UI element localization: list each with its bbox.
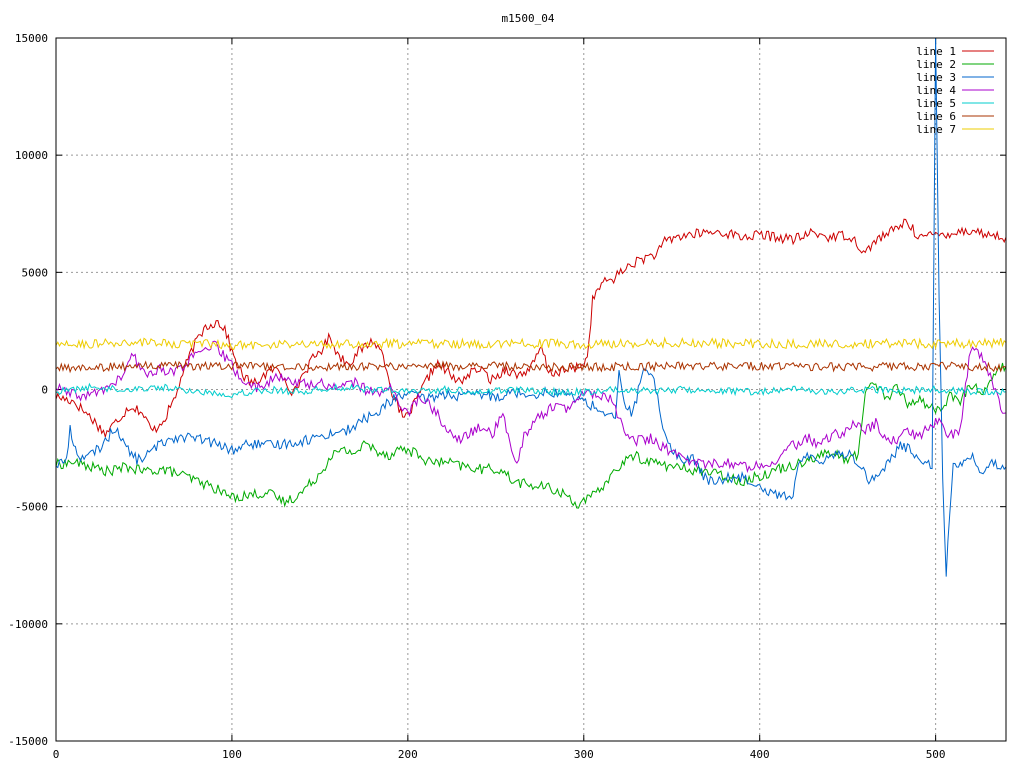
- x-axis-ticks: 0 100 200 300 400 500: [53, 38, 946, 761]
- legend-label: line 7: [916, 123, 956, 136]
- y-tick-label: -5000: [15, 501, 48, 514]
- x-tick-label: 0: [53, 748, 60, 761]
- plot-frame: [55, 37, 1007, 742]
- y-axis-ticks: -15000 -10000 -5000 0 5000 10000 15000: [8, 32, 1006, 748]
- x-tick-label: 400: [750, 748, 770, 761]
- series-line-1: [56, 218, 1006, 439]
- y-tick-label: 5000: [22, 266, 49, 279]
- series-line-2: [56, 362, 1006, 509]
- series-line-5: [56, 382, 1006, 399]
- x-tick-label: 200: [398, 748, 418, 761]
- legend-label: line 2: [916, 58, 956, 71]
- legend-label: line 6: [916, 110, 956, 123]
- legend-label: line 4: [916, 84, 956, 97]
- y-tick-label: -15000: [8, 735, 48, 748]
- legend-label: line 1: [916, 45, 956, 58]
- series-line-7: [56, 336, 1006, 351]
- chart-title: m1500_04: [502, 12, 555, 25]
- x-tick-label: 300: [574, 748, 594, 761]
- y-tick-label: 15000: [15, 32, 48, 45]
- y-tick-label: 0: [41, 384, 48, 397]
- series-line-3: [56, 38, 1006, 577]
- y-tick-label: -10000: [8, 618, 48, 631]
- legend-label: line 5: [916, 97, 956, 110]
- legend-label: line 3: [916, 71, 956, 84]
- series-lines: [56, 38, 1006, 577]
- series-line-4: [56, 340, 1006, 474]
- grid-lines: [56, 38, 1006, 741]
- series-line-6: [56, 360, 1006, 374]
- y-tick-label: 10000: [15, 149, 48, 162]
- x-tick-label: 500: [926, 748, 946, 761]
- x-tick-label: 100: [222, 748, 242, 761]
